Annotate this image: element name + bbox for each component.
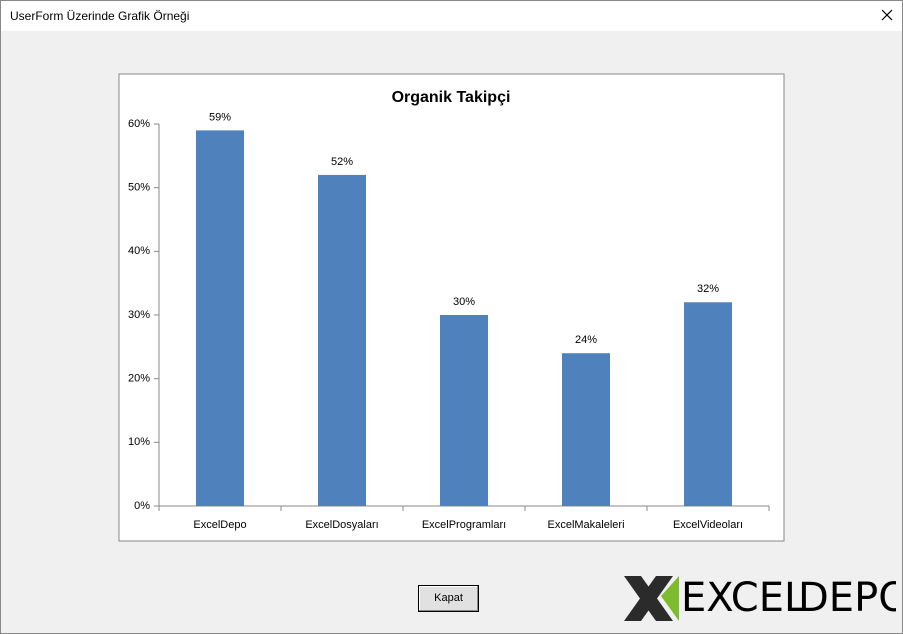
y-tick-label: 60% — [128, 118, 150, 130]
chart-title: Organik Takipçi — [392, 89, 511, 106]
close-form-button[interactable]: Kapat — [418, 585, 479, 612]
title-bar: UserForm Üzerinde Grafik Örneği — [1, 1, 902, 31]
y-tick-label: 50% — [128, 182, 150, 194]
data-label: 24% — [575, 334, 597, 346]
x-tick-label: ExcelProgramları — [422, 519, 506, 531]
x-tick-label: ExcelMakaleleri — [547, 519, 624, 531]
y-tick-label: 40% — [128, 245, 150, 257]
bar — [684, 302, 732, 506]
bar — [196, 130, 244, 506]
data-label: 52% — [331, 156, 353, 168]
x-tick-label: ExcelDosyaları — [305, 519, 378, 531]
bar — [440, 315, 488, 506]
close-button[interactable] — [880, 8, 894, 22]
logo: EXCEL DEPO — [624, 575, 896, 621]
bar — [562, 353, 610, 506]
data-label: 30% — [453, 296, 475, 308]
y-tick-label: 30% — [128, 309, 150, 321]
logo-text: DEPO — [798, 575, 896, 621]
logo-mark — [624, 576, 673, 621]
logo-mark — [661, 576, 679, 621]
y-tick-label: 10% — [128, 436, 150, 448]
logo-text: EXCEL — [681, 575, 807, 621]
x-tick-label: ExcelDepo — [193, 519, 246, 531]
bar — [318, 174, 366, 506]
y-tick-label: 0% — [134, 500, 150, 512]
y-tick-label: 20% — [128, 373, 150, 385]
x-tick-label: ExcelVideoları — [673, 519, 743, 531]
data-label: 32% — [697, 283, 719, 295]
window-title: UserForm Üzerinde Grafik Örneği — [10, 9, 190, 23]
chart: Organik Takipçi 0% 10% 20% 30% 40% 50% 60% Exce… — [118, 73, 785, 542]
data-label: 59% — [209, 111, 231, 123]
